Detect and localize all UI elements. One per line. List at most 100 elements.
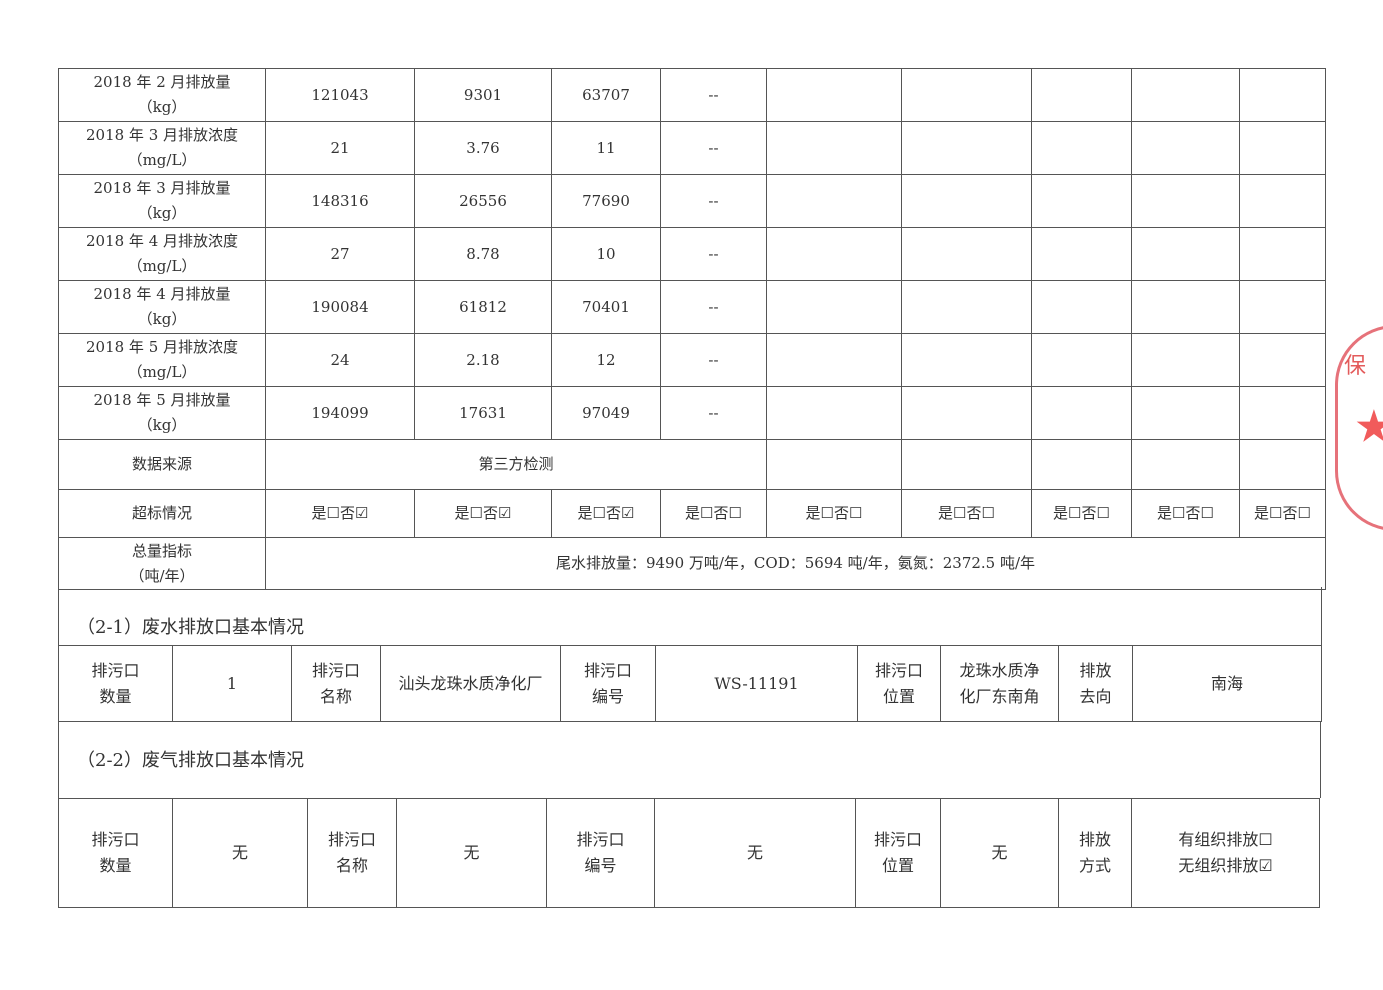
empty-cell [1031,227,1132,281]
exceed-checkbox-cell: 是☐否☑ [414,489,552,538]
empty-cell [1239,280,1326,334]
outlet-label: 排污口 数量 [58,798,173,908]
row-label-text: 2018 年 3 月排放浓度 [85,126,239,144]
empty-cell [901,439,1032,490]
outlet-value: 无 [940,798,1059,908]
wastewater-outlet-table: 排污口 数量 1 排污口 名称 汕头龙珠水质净化厂 排污口 编号 WS-11191 排污口 … [58,645,1322,722]
cell-text: 排污口 数量 [91,830,140,875]
value-cell: 148316 [265,174,415,228]
value-cell: -- [660,333,767,387]
empty-cell [1031,121,1132,175]
empty-cell [766,121,902,175]
section-title-gas: （2-2）废气排放口基本情况 [58,722,1321,798]
value-cell: 26556 [414,174,552,228]
empty-cell [1031,333,1132,387]
row-label-text: 2018 年 4 月排放浓度 [85,232,239,250]
exceed-checkbox-cell: 是☐否☐ [901,489,1032,538]
total-unit: （吨/年） [129,566,195,585]
value-cell: 2.18 [414,333,552,387]
empty-cell [766,439,902,490]
empty-cell [1131,227,1240,281]
outlet-label: 排污口 数量 [58,645,173,722]
exceed-checkbox-cell: 是☐否☐ [660,489,767,538]
empty-cell [1239,121,1326,175]
row-label: 2018 年 4 月排放量 （kg） [58,280,266,334]
row-label: 2018 年 2 月排放量 （kg） [58,68,266,122]
exceed-checkbox-cell: 是☐否☐ [766,489,902,538]
row-unit: （kg） [137,204,187,222]
cell-text: 排污口 编号 [583,660,632,706]
row-unit: （kg） [137,310,187,328]
row-unit: （mg/L） [127,363,197,381]
outlet-value: 无 [654,798,856,908]
row-label-text: 2018 年 5 月排放量 [93,391,231,409]
empty-cell [901,121,1032,175]
outlet-label: 排污口 名称 [307,798,397,908]
exceed-checkbox-cell: 是☐否☐ [1131,489,1240,538]
value-cell: -- [660,68,767,122]
row-label: 2018 年 3 月排放量 （kg） [58,174,266,228]
exceed-checkbox-cell: 是☐否☑ [551,489,661,538]
outlet-value: 有组织排放☐ 无组织排放☑ [1131,798,1320,908]
value-cell: 97049 [551,386,661,440]
cell-text: 南海 [1210,673,1243,693]
empty-cell [766,386,902,440]
exceed-checkbox-cell: 是☐否☑ [265,489,415,538]
empty-cell [901,68,1032,122]
value-cell: 61812 [414,280,552,334]
empty-cell [1031,386,1132,440]
empty-cell [901,333,1032,387]
row-unit: （kg） [137,98,187,116]
empty-cell [1031,174,1132,228]
value-cell: 3.76 [414,121,552,175]
outlet-value: 无 [396,798,547,908]
total-label: 总量指标 （吨/年） [58,537,266,590]
empty-cell [1031,439,1132,490]
row-label-text: 2018 年 2 月排放量 [93,73,231,91]
value-cell: 17631 [414,386,552,440]
table-row: 2018 年 5 月排放浓度 （mg/L） 24 2.18 12 -- [58,333,1326,387]
value-cell: 77690 [551,174,661,228]
value-cell: -- [660,280,767,334]
value-cell: 11 [551,121,661,175]
empty-cell [1239,227,1326,281]
cell-text: WS-11191 [714,673,799,693]
value-cell: 24 [265,333,415,387]
value-cell: 27 [265,227,415,281]
data-source-value: 第三方检测 [265,439,767,490]
cell-text: 排污口 名称 [311,660,360,706]
row-label-text: 2018 年 5 月排放浓度 [85,338,239,356]
cell-text: 排污口 位置 [874,660,923,706]
exceed-label: 超标情况 [58,489,266,538]
cell-text: 龙珠水质净 化厂东南角 [959,660,1040,706]
cell-text: 1 [226,673,238,693]
table-row: 2018 年 2 月排放量 （kg） 121043 9301 63707 -- [58,68,1326,122]
outlet-value: 1 [172,645,292,722]
empty-cell [1131,68,1240,122]
row-label-text: 2018 年 3 月排放量 [93,179,231,197]
row-label: 2018 年 5 月排放浓度 （mg/L） [58,333,266,387]
cell-text: 排污口 位置 [873,830,922,875]
value-cell: -- [660,227,767,281]
table-row: 2018 年 3 月排放量 （kg） 148316 26556 77690 -- [58,174,1326,228]
value-cell: 8.78 [414,227,552,281]
value-cell: 63707 [551,68,661,122]
value-cell: 12 [551,333,661,387]
value-cell: 10 [551,227,661,281]
empty-cell [1239,333,1326,387]
total-value: 尾水排放量：9490 万吨/年，COD：5694 吨/年，氨氮：2372.5 吨… [265,537,1326,590]
empty-cell [1131,386,1240,440]
row-unit: （kg） [137,416,187,434]
data-source-label: 数据来源 [58,439,266,490]
cell-text: 排放 方式 [1078,830,1111,875]
empty-cell [1031,68,1132,122]
value-cell: 121043 [265,68,415,122]
table-row: 2018 年 4 月排放量 （kg） 190084 61812 70401 -- [58,280,1326,334]
empty-cell [766,280,902,334]
cell-text: 无 [746,843,763,862]
outlet-value: 龙珠水质净 化厂东南角 [940,645,1059,722]
exceed-checkbox-cell: 是☐否☐ [1031,489,1132,538]
value-cell: -- [660,121,767,175]
empty-cell [766,333,902,387]
empty-cell [1131,333,1240,387]
